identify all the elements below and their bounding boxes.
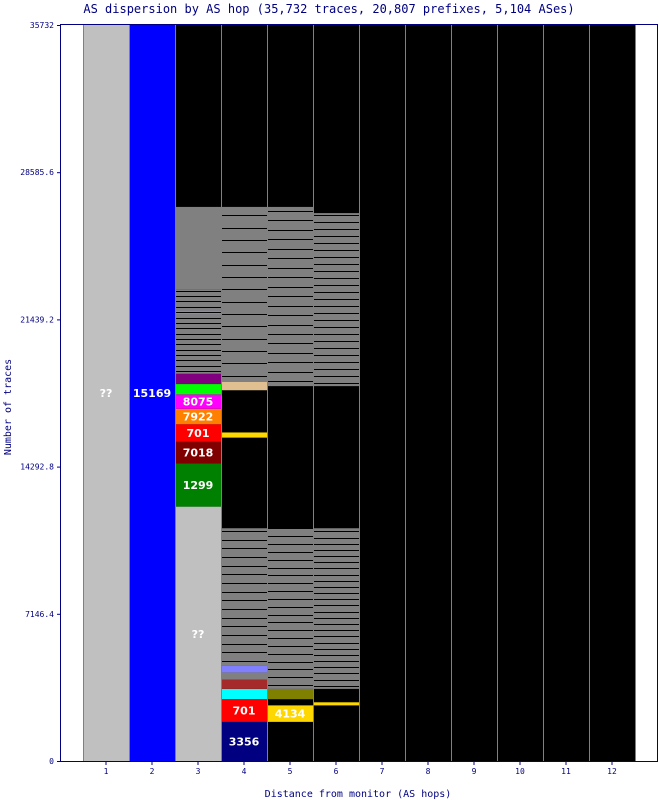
x-tick-label: 3: [196, 767, 201, 776]
segment-hop3-seg10: [175, 206, 221, 290]
segment-hop4-seg9: [221, 206, 267, 383]
x-tick-label: 1: [104, 767, 109, 776]
x-axis-ticks: 1 2 3 4 5 6 7 8 9 10 11 12: [104, 761, 617, 776]
segment-label-hop3: ??: [192, 628, 205, 641]
segment-label-hop3: 7018: [183, 447, 214, 460]
segment-hop4-seg6: [221, 528, 267, 666]
segment-hop3-as8075: [175, 394, 221, 409]
y-tick-label: 0: [49, 757, 54, 766]
segment-hop3-as7922: [175, 408, 221, 425]
segment-hop3-seg6: [175, 384, 221, 395]
segment-label-hop2: 15169: [133, 387, 171, 400]
segment-label-hop3: 7922: [183, 411, 214, 424]
segment-label-hop5: 4134: [275, 708, 306, 721]
plot-area: ?? 15169?? 1299 7018 701 7922 8075 3356 701 4134: [83, 25, 636, 761]
y-tick-label: 35732: [30, 21, 54, 30]
segment-hop4-seg5: [221, 665, 267, 673]
segment-hop3-as701: [175, 424, 221, 442]
segment-label-hop3: 1299: [183, 479, 214, 492]
segment-hop5-as4134: [267, 705, 313, 722]
x-tick-label: 12: [607, 767, 617, 776]
x-tick-label: 2: [150, 767, 155, 776]
x-tick-label: 5: [288, 767, 293, 776]
segment-label-hop3: 8075: [183, 396, 214, 409]
y-axis-label: Number of traces: [3, 359, 14, 455]
y-tick-label: 7146.4: [25, 610, 54, 619]
segment-hop4-seg7: [221, 432, 267, 438]
segment-hop3-seg8: [175, 289, 221, 374]
segment-hop1-seg0: [83, 25, 129, 761]
x-tick-label: 6: [334, 767, 339, 776]
segment-hop4-as3356: [221, 721, 267, 761]
plot-border: [60, 24, 658, 762]
y-tick-label: 28585.6: [20, 168, 54, 177]
x-axis-label: Distance from monitor (AS hops): [265, 789, 452, 800]
segment-label-hop4: 701: [233, 705, 256, 718]
x-tick-label: 7: [380, 767, 385, 776]
segment-hop5-seg1: [267, 688, 313, 700]
segment-hop4-seg8: [221, 382, 267, 391]
chart-title: AS dispersion by AS hop (35,732 traces, …: [83, 2, 574, 16]
y-axis-ticks: 0 7146.4 14292.8 21439.2 28585.6 35732: [20, 21, 61, 766]
segment-hop3-as7018: [175, 441, 221, 464]
segment-hop4-as701: [221, 699, 267, 722]
x-tick-label: 4: [242, 767, 247, 776]
segment-hop2-as15169: [129, 25, 175, 761]
segment-hop6-seg0: [313, 702, 359, 706]
segment-label-hop3: 701: [187, 427, 210, 440]
segment-hop4-seg2: [221, 688, 267, 700]
y-tick-label: 21439.2: [20, 315, 54, 324]
x-tick-label: 8: [426, 767, 431, 776]
segment-label-hop1: ??: [100, 387, 113, 400]
y-tick-label: 14292.8: [20, 463, 54, 472]
segment-hop6-seg1: [313, 528, 359, 689]
segment-label-hop4: 3356: [229, 735, 260, 748]
segment-hop4-seg4: [221, 672, 267, 680]
x-tick-label: 10: [515, 767, 525, 776]
segment-hop3-as1299: [175, 463, 221, 507]
segment-hop3-seg0: [175, 506, 221, 761]
segment-hop3-seg7: [175, 373, 221, 385]
segment-hop4-seg3: [221, 679, 267, 689]
x-tick-label: 11: [561, 767, 571, 776]
x-tick-label: 9: [472, 767, 477, 776]
